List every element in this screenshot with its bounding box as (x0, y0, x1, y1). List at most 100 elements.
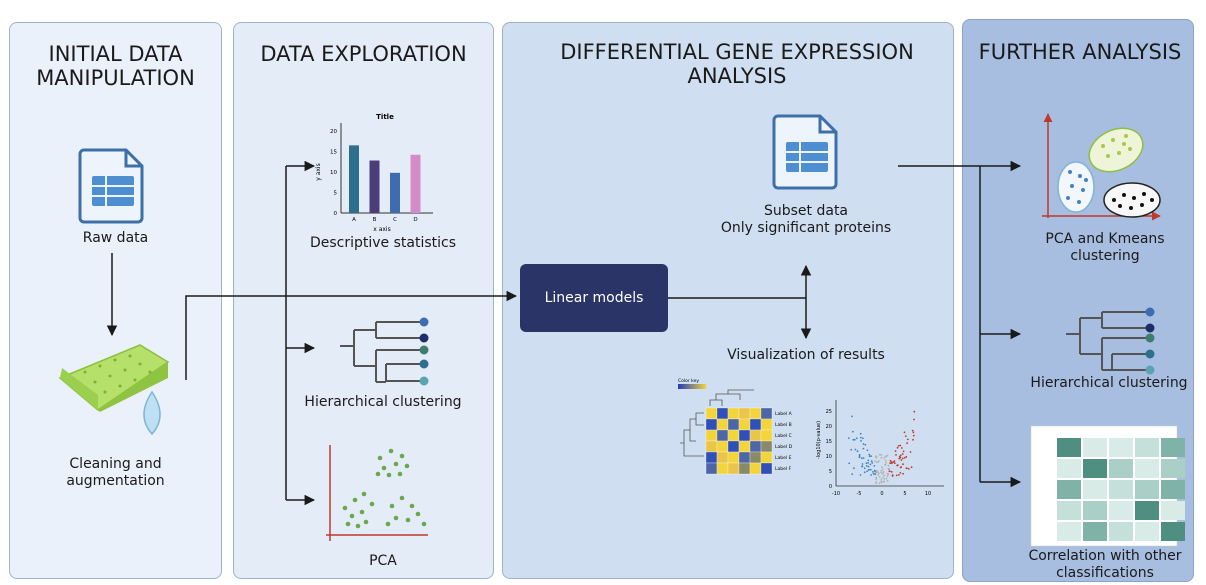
volcano-ytick: 15 (826, 439, 832, 445)
mini-chart-bar (349, 145, 359, 213)
correlation-cell (1083, 438, 1107, 457)
volcano-point (852, 430, 854, 433)
volcano-point (900, 459, 903, 461)
volcano-point (892, 461, 894, 464)
volcano-point (875, 482, 877, 485)
heatmap-row-label: Label C (775, 433, 792, 439)
label-subset-line1: Subset data (763, 203, 849, 219)
heatmap-cell (749, 407, 762, 420)
label-pca: PCA (369, 553, 397, 569)
volcano-point (898, 455, 901, 458)
label-hierarchical-clustering-further: Hierarchical clustering (1030, 375, 1188, 391)
volcano-point (896, 464, 898, 467)
volcano-ytick: 5 (829, 469, 832, 475)
volcano-point (901, 453, 904, 455)
volcano-point (859, 474, 862, 476)
volcano-point (850, 448, 853, 451)
volcano-point (899, 454, 902, 457)
volcano-point (870, 474, 872, 476)
volcano-point (871, 462, 874, 464)
volcano-point (875, 461, 878, 463)
volcano-point (867, 465, 870, 468)
volcano-point (882, 476, 884, 479)
volcano-xtick: -10 (832, 491, 840, 497)
volcano-point (901, 457, 904, 460)
volcano-point (866, 470, 868, 473)
volcano-point (863, 467, 866, 470)
heatmap-row-label: Label D (775, 444, 793, 450)
correlation-cell (1083, 480, 1107, 499)
volcano-point (906, 442, 908, 444)
volcano-point (878, 482, 881, 485)
volcano-point (893, 462, 896, 465)
descriptive-bar-chart: Title y axis x axis 0 5 10 15 20 A B C D (315, 113, 433, 233)
volcano-point (886, 480, 889, 482)
volcano-point (861, 457, 863, 460)
volcano-point (868, 455, 871, 458)
heatmap-cell (727, 418, 740, 431)
mini-chart-bar (410, 154, 421, 213)
volcano-point (860, 440, 862, 442)
mini-chart-ytick: 10 (330, 170, 337, 176)
heatmap-cell (716, 462, 729, 475)
volcano-point (886, 454, 889, 457)
volcano-ytick: 0 (829, 484, 832, 490)
volcano-point (902, 450, 905, 453)
heatmap-cell (705, 462, 718, 475)
label-correlation: Correlation with other classifications (1004, 548, 1206, 582)
volcano-point (864, 443, 867, 446)
heatmap-cell (716, 407, 729, 420)
volcano-point (875, 481, 878, 483)
volcano-point (871, 471, 874, 473)
correlation-cell (1109, 501, 1133, 520)
volcano-point (890, 471, 893, 473)
volcano-point (898, 474, 900, 476)
correlation-cell (1083, 459, 1107, 478)
volcano-point (905, 467, 908, 470)
heatmap-row-label: Label A (775, 411, 793, 417)
label-raw-data: Raw data (82, 230, 149, 246)
correlation-cell (1161, 501, 1185, 520)
correlation-cell (1109, 522, 1133, 541)
volcano-point (912, 434, 915, 437)
volcano-point (884, 463, 886, 466)
volcano-point (861, 463, 864, 465)
volcano-xtick: 5 (903, 491, 906, 497)
title-initial-data: INITIAL DATA MANIPULATION (9, 42, 222, 90)
mini-chart-ytick: 0 (334, 211, 338, 217)
volcano-point (852, 438, 855, 441)
correlation-cell (1083, 522, 1107, 541)
volcano-point (905, 455, 908, 458)
heatmap-color-key: Color key (678, 378, 699, 384)
volcano-point (906, 438, 909, 441)
heatmap-cell (760, 429, 773, 442)
mini-chart-title: Title (376, 113, 394, 121)
volcano-point (882, 471, 885, 474)
volcano-point (847, 437, 850, 439)
correlation-cell (1161, 480, 1185, 499)
volcano-point (899, 472, 902, 474)
volcano-point (901, 447, 903, 449)
volcano-point (886, 475, 889, 477)
label-visualization: Visualization of results (727, 347, 885, 363)
volcano-point (866, 449, 869, 452)
title-dge-line2: ANALYSIS (687, 64, 787, 88)
dendrogram-icon (340, 317, 429, 386)
volcano-point (902, 463, 904, 466)
volcano-point (880, 471, 883, 474)
volcano-point (880, 454, 883, 456)
mini-chart-bar (369, 160, 380, 213)
volcano-point (898, 457, 901, 460)
volcano-point (903, 431, 906, 434)
correlation-table-icon (1030, 425, 1185, 547)
title-dge-line1: DIFFERENTIAL GENE EXPRESSION (560, 40, 914, 64)
heatmap-cell (716, 451, 729, 464)
volcano-point (874, 460, 876, 463)
heatmap-cell (738, 451, 751, 464)
volcano-point (912, 438, 914, 441)
volcano-point (883, 457, 886, 459)
correlation-cell (1109, 480, 1133, 499)
volcano-point (909, 451, 912, 453)
heatmap-cell (716, 429, 729, 442)
